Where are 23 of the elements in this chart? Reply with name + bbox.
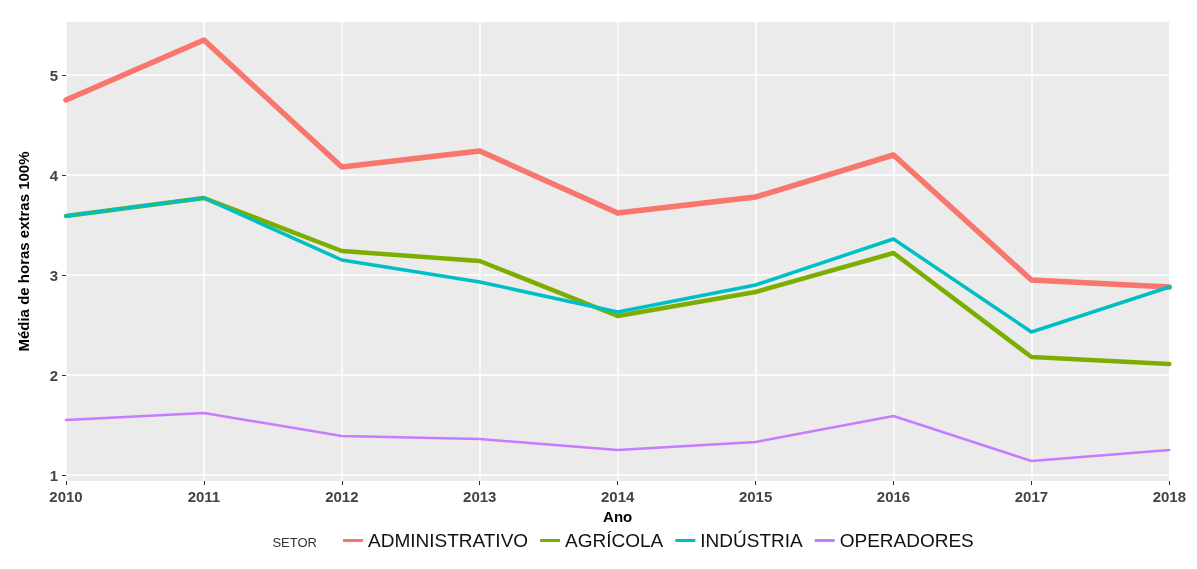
line-series [64, 411, 1171, 463]
x-tick-label: 2015 [738, 488, 773, 505]
x-tick-label: 2012 [325, 488, 359, 505]
y-tick-label: 2 [49, 366, 58, 384]
y-tick-label: 3 [49, 266, 58, 284]
y-axis-title: Média de horas extras 100% [15, 151, 32, 352]
legend-label: AGRÍCOLA [565, 530, 664, 551]
y-tick-label: 5 [49, 66, 58, 84]
x-tick-label: 2011 [187, 488, 221, 505]
x-tick-label: 2010 [49, 488, 83, 505]
y-tick-label: 1 [49, 466, 58, 484]
x-tick-label: 2018 [1152, 488, 1186, 505]
x-tick-label: 2017 [1014, 488, 1049, 505]
x-tick-label: 2013 [463, 488, 497, 505]
x-tick-label: 2014 [600, 488, 635, 505]
legend-label: ADMINISTRATIVO [368, 530, 529, 551]
y-tick-label: 4 [49, 166, 59, 184]
legend-label: INDÚSTRIA [700, 530, 804, 551]
legend-title: SETOR [272, 535, 318, 550]
legend-label: OPERADORES [839, 530, 974, 551]
line-series [64, 196, 1172, 334]
x-axis-title: Ano [603, 507, 633, 525]
x-tick-label: 2016 [876, 488, 911, 505]
